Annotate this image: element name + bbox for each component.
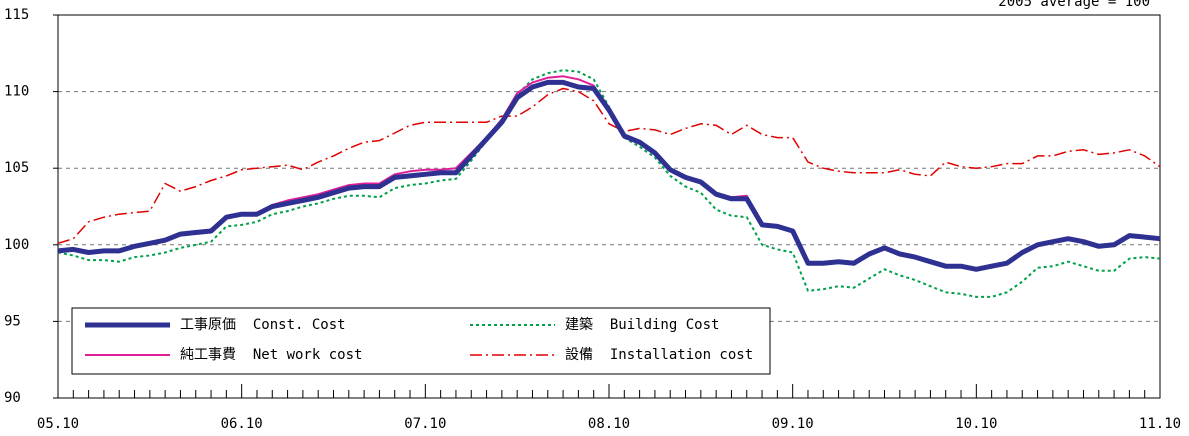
x-tick-label: 06.10 — [221, 416, 263, 432]
x-tick-label: 10.10 — [955, 416, 997, 432]
legend-label: 純工事費 Net work cost — [180, 347, 362, 363]
legend-label: 建築 Building Cost — [565, 317, 719, 333]
x-tick-label: 05.10 — [37, 416, 79, 432]
series-line — [57, 79, 1161, 272]
y-tick-label: 110 — [4, 84, 29, 100]
subtitle: 2005 average = 100 — [998, 0, 1150, 10]
x-tick-label: 08.10 — [588, 416, 630, 432]
series-line — [57, 69, 1161, 298]
y-tick-label: 105 — [4, 160, 29, 176]
y-tick-label: 95 — [4, 313, 21, 329]
series-line — [57, 87, 1161, 245]
legend-label: 工事原価 Const. Cost — [180, 317, 346, 333]
y-tick-label: 100 — [4, 237, 29, 253]
x-tick-label: 07.10 — [404, 416, 446, 432]
y-tick-label: 90 — [4, 390, 21, 406]
legend-label: 設備 Installation cost — [565, 347, 753, 363]
y-tick-label: 115 — [4, 7, 29, 23]
legend-box — [71, 307, 771, 375]
x-tick-label: 09.10 — [772, 416, 814, 432]
x-tick-label: 11.10 — [1139, 416, 1181, 432]
